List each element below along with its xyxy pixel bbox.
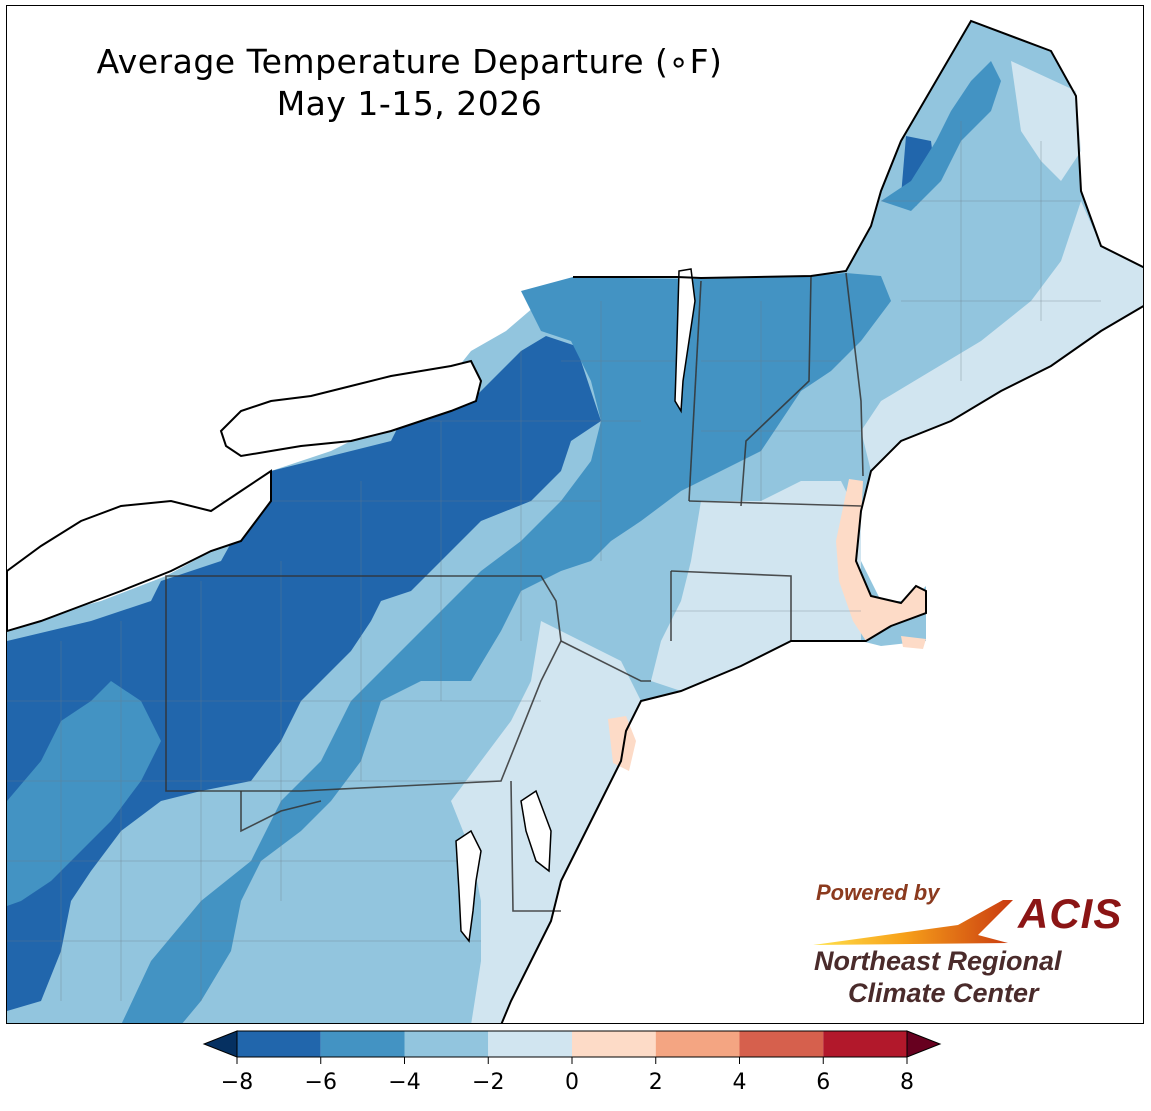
colorbar-bin [404, 1031, 489, 1057]
logo-org-line-1: Northeast Regional [814, 946, 1062, 976]
colorbar-bin [823, 1031, 907, 1057]
colorbar-tick-label: 6 [816, 1070, 830, 1095]
colorbar-legend: −8 −6 −4 −2 0 2 4 6 8 [202, 1030, 942, 1095]
colorbar-tick-label: 0 [565, 1070, 579, 1095]
map-subtitle: May 1-15, 2026 [276, 84, 543, 123]
county-boundaries [7, 121, 1101, 1001]
zone-medium-blue-wv [7, 681, 161, 906]
acis-logo: Powered by ACIS Northeast Regional Clima… [808, 880, 1128, 1010]
colorbar-bin [739, 1031, 824, 1057]
colorbar-tick-label: 2 [649, 1070, 663, 1095]
colorbar-tick-label: −6 [305, 1070, 337, 1095]
logo-acis-text: ACIS [1018, 890, 1123, 937]
zone-light-blue-coast [1011, 61, 1081, 181]
colorbar-tick-label: −8 [221, 1070, 253, 1095]
lake-erie [7, 469, 272, 633]
logo-org-line-2: Climate Center [848, 978, 1039, 1008]
lake-ontario [219, 359, 483, 458]
colorbar-bin [572, 1031, 656, 1057]
colorbar-bin [237, 1031, 321, 1057]
zone-peach-nantucket [901, 636, 926, 649]
colorbar-tick-label: 8 [900, 1070, 914, 1095]
colorbar-tick-label: 4 [733, 1070, 747, 1095]
chesapeake-bay [455, 829, 482, 943]
zone-light-blue-maine-coast [861, 201, 1143, 471]
colorbar-under-arrow [202, 1030, 238, 1058]
map-frame: Average Temperature Departure (∘F) May 1… [6, 5, 1144, 1024]
colorbar-bin [320, 1031, 405, 1057]
coastline [500, 19, 1143, 1023]
colorbar-over-arrow [906, 1030, 942, 1058]
map-title: Average Temperature Departure (∘F) [96, 42, 723, 81]
zone-light-blue-southern-new-england [651, 481, 861, 691]
logo-swoosh-icon [813, 900, 1013, 945]
zone-dark-blue-west [7, 336, 601, 1011]
lake-champlain [674, 268, 696, 414]
state-boundaries [165, 272, 864, 912]
colorbar-tick-label: −2 [472, 1070, 504, 1095]
delaware-bay [520, 789, 552, 873]
temperature-departure-map [7, 19, 1143, 1023]
colorbar-bin [488, 1031, 572, 1057]
logo-powered-by: Powered by [816, 880, 940, 905]
colorbar-tick-label: −4 [388, 1070, 420, 1095]
colorbar-bin [655, 1031, 740, 1057]
zone-peach-nj-shore [608, 716, 636, 771]
zone-medium-blue-maine [881, 61, 1001, 211]
zone-medium-blue-ny [121, 273, 891, 1023]
